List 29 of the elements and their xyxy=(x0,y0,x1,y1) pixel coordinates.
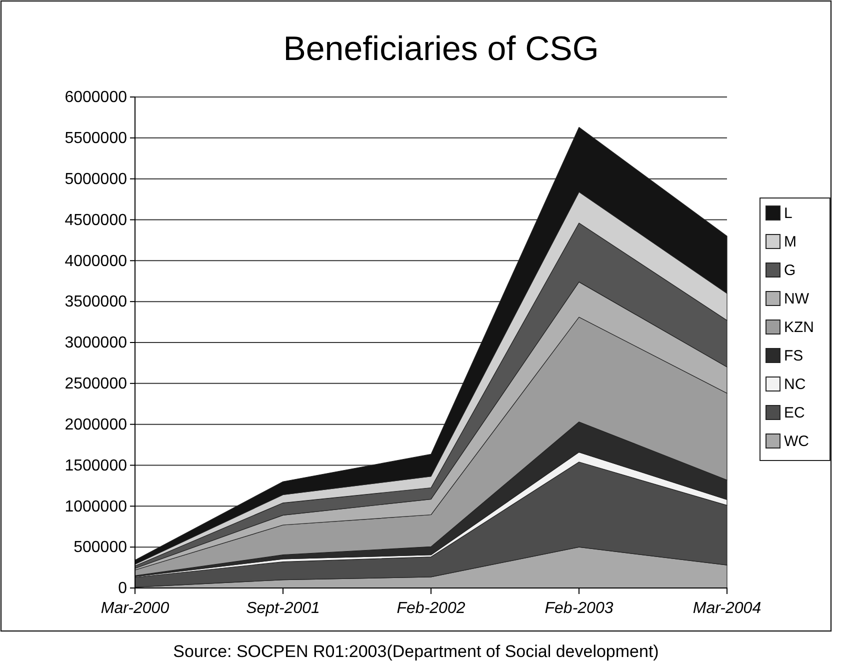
y-tick-label: 1000000 xyxy=(64,498,128,516)
chart-title: Beneficiaries of CSG xyxy=(283,30,599,68)
legend-label: L xyxy=(784,205,792,222)
y-tick-label: 4500000 xyxy=(64,212,128,229)
legend-label: NC xyxy=(784,376,806,393)
legend-label: NW xyxy=(784,290,810,308)
legend-label: EC xyxy=(784,404,806,422)
y-tick-label: 2500000 xyxy=(64,376,128,393)
y-tick-label: 0 xyxy=(118,580,128,598)
legend-label: M xyxy=(784,234,796,250)
y-tick-label: 500000 xyxy=(74,539,128,556)
y-tick-label: 5500000 xyxy=(64,130,128,148)
y-tick-label: 1500000 xyxy=(64,457,128,474)
y-tick-label: 6000000 xyxy=(64,89,128,106)
y-tick-label: 3000000 xyxy=(64,334,128,352)
source-note: Source: SOCPEN R01:2003(Department of Social development) xyxy=(173,642,659,661)
legend-label: WC xyxy=(784,433,810,450)
legend-label: G xyxy=(784,262,796,279)
y-tick-label: 4000000 xyxy=(64,252,128,270)
x-tick-label: Mar-2000 xyxy=(100,600,170,617)
x-tick-label: Sept-2001 xyxy=(246,600,320,617)
x-tick-label: Feb-2002 xyxy=(396,600,466,617)
legend-label: FS xyxy=(784,348,804,364)
y-tick-label: 5000000 xyxy=(64,170,128,188)
x-tick-label: Mar-2004 xyxy=(692,600,762,617)
y-tick-label: 3500000 xyxy=(64,294,128,311)
y-tick-label: 2000000 xyxy=(64,416,128,434)
legend-label: KZN xyxy=(784,319,814,336)
x-tick-label: Feb-2003 xyxy=(544,600,614,617)
